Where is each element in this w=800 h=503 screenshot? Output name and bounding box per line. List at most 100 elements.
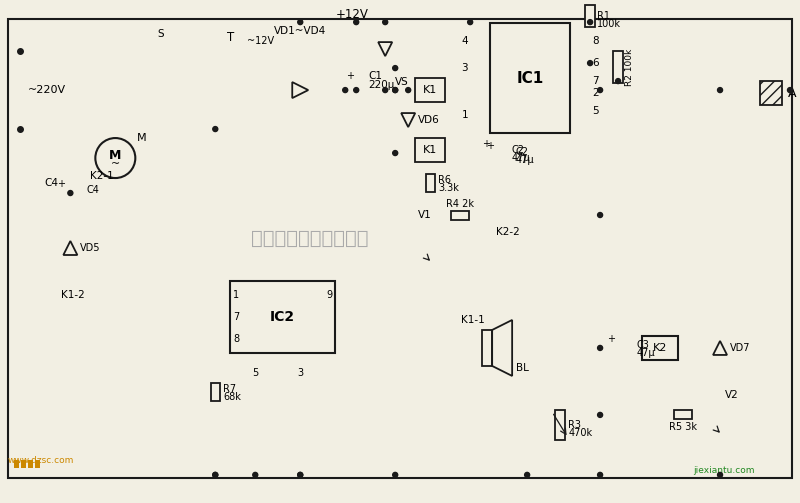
Polygon shape — [292, 82, 308, 98]
Text: +: + — [607, 334, 615, 344]
Circle shape — [525, 472, 530, 477]
Polygon shape — [63, 241, 78, 255]
Text: VS: VS — [395, 77, 409, 87]
Text: 1: 1 — [234, 290, 239, 300]
Circle shape — [718, 88, 722, 93]
Circle shape — [393, 88, 398, 93]
Bar — [210, 383, 220, 401]
Circle shape — [342, 88, 348, 93]
Text: C2: C2 — [511, 145, 524, 155]
Circle shape — [393, 150, 398, 155]
Circle shape — [598, 472, 602, 477]
Circle shape — [598, 346, 602, 351]
Text: 5: 5 — [252, 368, 258, 378]
Text: 3.3k: 3.3k — [438, 183, 459, 193]
Text: K1-1: K1-1 — [461, 315, 485, 325]
Circle shape — [95, 138, 135, 178]
Text: 47μ: 47μ — [515, 155, 534, 165]
Text: BL: BL — [516, 363, 529, 373]
Text: K2-1: K2-1 — [90, 171, 114, 181]
Text: 3: 3 — [297, 368, 303, 378]
Text: VD5: VD5 — [80, 243, 101, 253]
Text: +: + — [486, 141, 494, 151]
Text: ~: ~ — [110, 159, 120, 169]
Bar — [28, 460, 34, 468]
Text: 100k: 100k — [597, 19, 621, 29]
Bar — [14, 460, 19, 468]
Text: K1: K1 — [423, 85, 438, 95]
Text: M: M — [109, 148, 122, 161]
Text: VD1~VD4: VD1~VD4 — [274, 26, 326, 36]
Circle shape — [393, 65, 398, 70]
Bar — [585, 5, 595, 27]
Text: K1: K1 — [423, 145, 438, 155]
Text: 7: 7 — [592, 76, 598, 86]
Text: 68k: 68k — [223, 392, 241, 402]
Text: A: A — [788, 87, 797, 100]
Bar — [555, 410, 565, 440]
Circle shape — [354, 20, 358, 25]
Text: www.dzsc.com: www.dzsc.com — [7, 456, 74, 465]
Text: IC1: IC1 — [517, 70, 544, 86]
Circle shape — [298, 472, 302, 477]
Polygon shape — [492, 320, 512, 376]
Text: C2: C2 — [515, 147, 528, 157]
Circle shape — [718, 472, 722, 477]
Text: ~12V: ~12V — [246, 36, 274, 46]
Circle shape — [382, 88, 388, 93]
Text: 470k: 470k — [568, 428, 592, 438]
Bar — [415, 138, 445, 162]
Text: IC2: IC2 — [270, 310, 295, 324]
Text: K1-2: K1-2 — [61, 290, 85, 300]
Circle shape — [588, 20, 593, 25]
Circle shape — [393, 472, 398, 477]
Circle shape — [354, 88, 358, 93]
Circle shape — [588, 60, 593, 65]
Text: M: M — [138, 133, 147, 143]
Text: S: S — [157, 29, 164, 39]
Text: R1: R1 — [597, 11, 610, 21]
Bar — [490, 23, 570, 133]
Text: R6: R6 — [438, 175, 451, 185]
Bar — [35, 460, 40, 468]
Bar — [760, 81, 782, 105]
Text: 220μ: 220μ — [368, 80, 394, 90]
Bar — [482, 330, 492, 366]
Text: 4: 4 — [462, 36, 468, 46]
Text: +12V: +12V — [336, 8, 369, 21]
Text: VD6: VD6 — [418, 115, 440, 125]
Text: R5 3k: R5 3k — [669, 422, 697, 432]
Text: 杭州将睿科技有限公司: 杭州将睿科技有限公司 — [251, 228, 369, 247]
Bar — [613, 51, 623, 83]
Text: 1: 1 — [462, 110, 468, 120]
Text: VD7: VD7 — [730, 343, 750, 353]
Circle shape — [298, 472, 302, 477]
Text: +: + — [482, 139, 490, 149]
Bar — [426, 174, 434, 192]
Bar — [642, 336, 678, 360]
Circle shape — [615, 78, 621, 83]
Polygon shape — [713, 341, 727, 355]
Bar — [230, 281, 335, 353]
Text: 8: 8 — [592, 36, 598, 46]
Text: 2: 2 — [592, 88, 598, 98]
Bar — [22, 460, 26, 468]
Text: R2 100k: R2 100k — [625, 48, 634, 86]
Circle shape — [298, 20, 302, 25]
Text: 5: 5 — [592, 106, 598, 116]
Bar — [451, 211, 469, 219]
Text: C4: C4 — [86, 185, 99, 195]
Circle shape — [253, 472, 258, 477]
Text: C1: C1 — [368, 71, 382, 81]
Text: 3: 3 — [462, 63, 468, 73]
Bar — [415, 78, 445, 102]
Circle shape — [213, 472, 218, 477]
Circle shape — [382, 20, 388, 25]
Text: 47μ: 47μ — [511, 153, 530, 163]
Text: +: + — [346, 71, 354, 81]
Polygon shape — [401, 113, 415, 127]
Circle shape — [393, 88, 398, 93]
Text: C3: C3 — [636, 340, 649, 350]
Text: V2: V2 — [725, 390, 738, 400]
Circle shape — [213, 472, 218, 477]
